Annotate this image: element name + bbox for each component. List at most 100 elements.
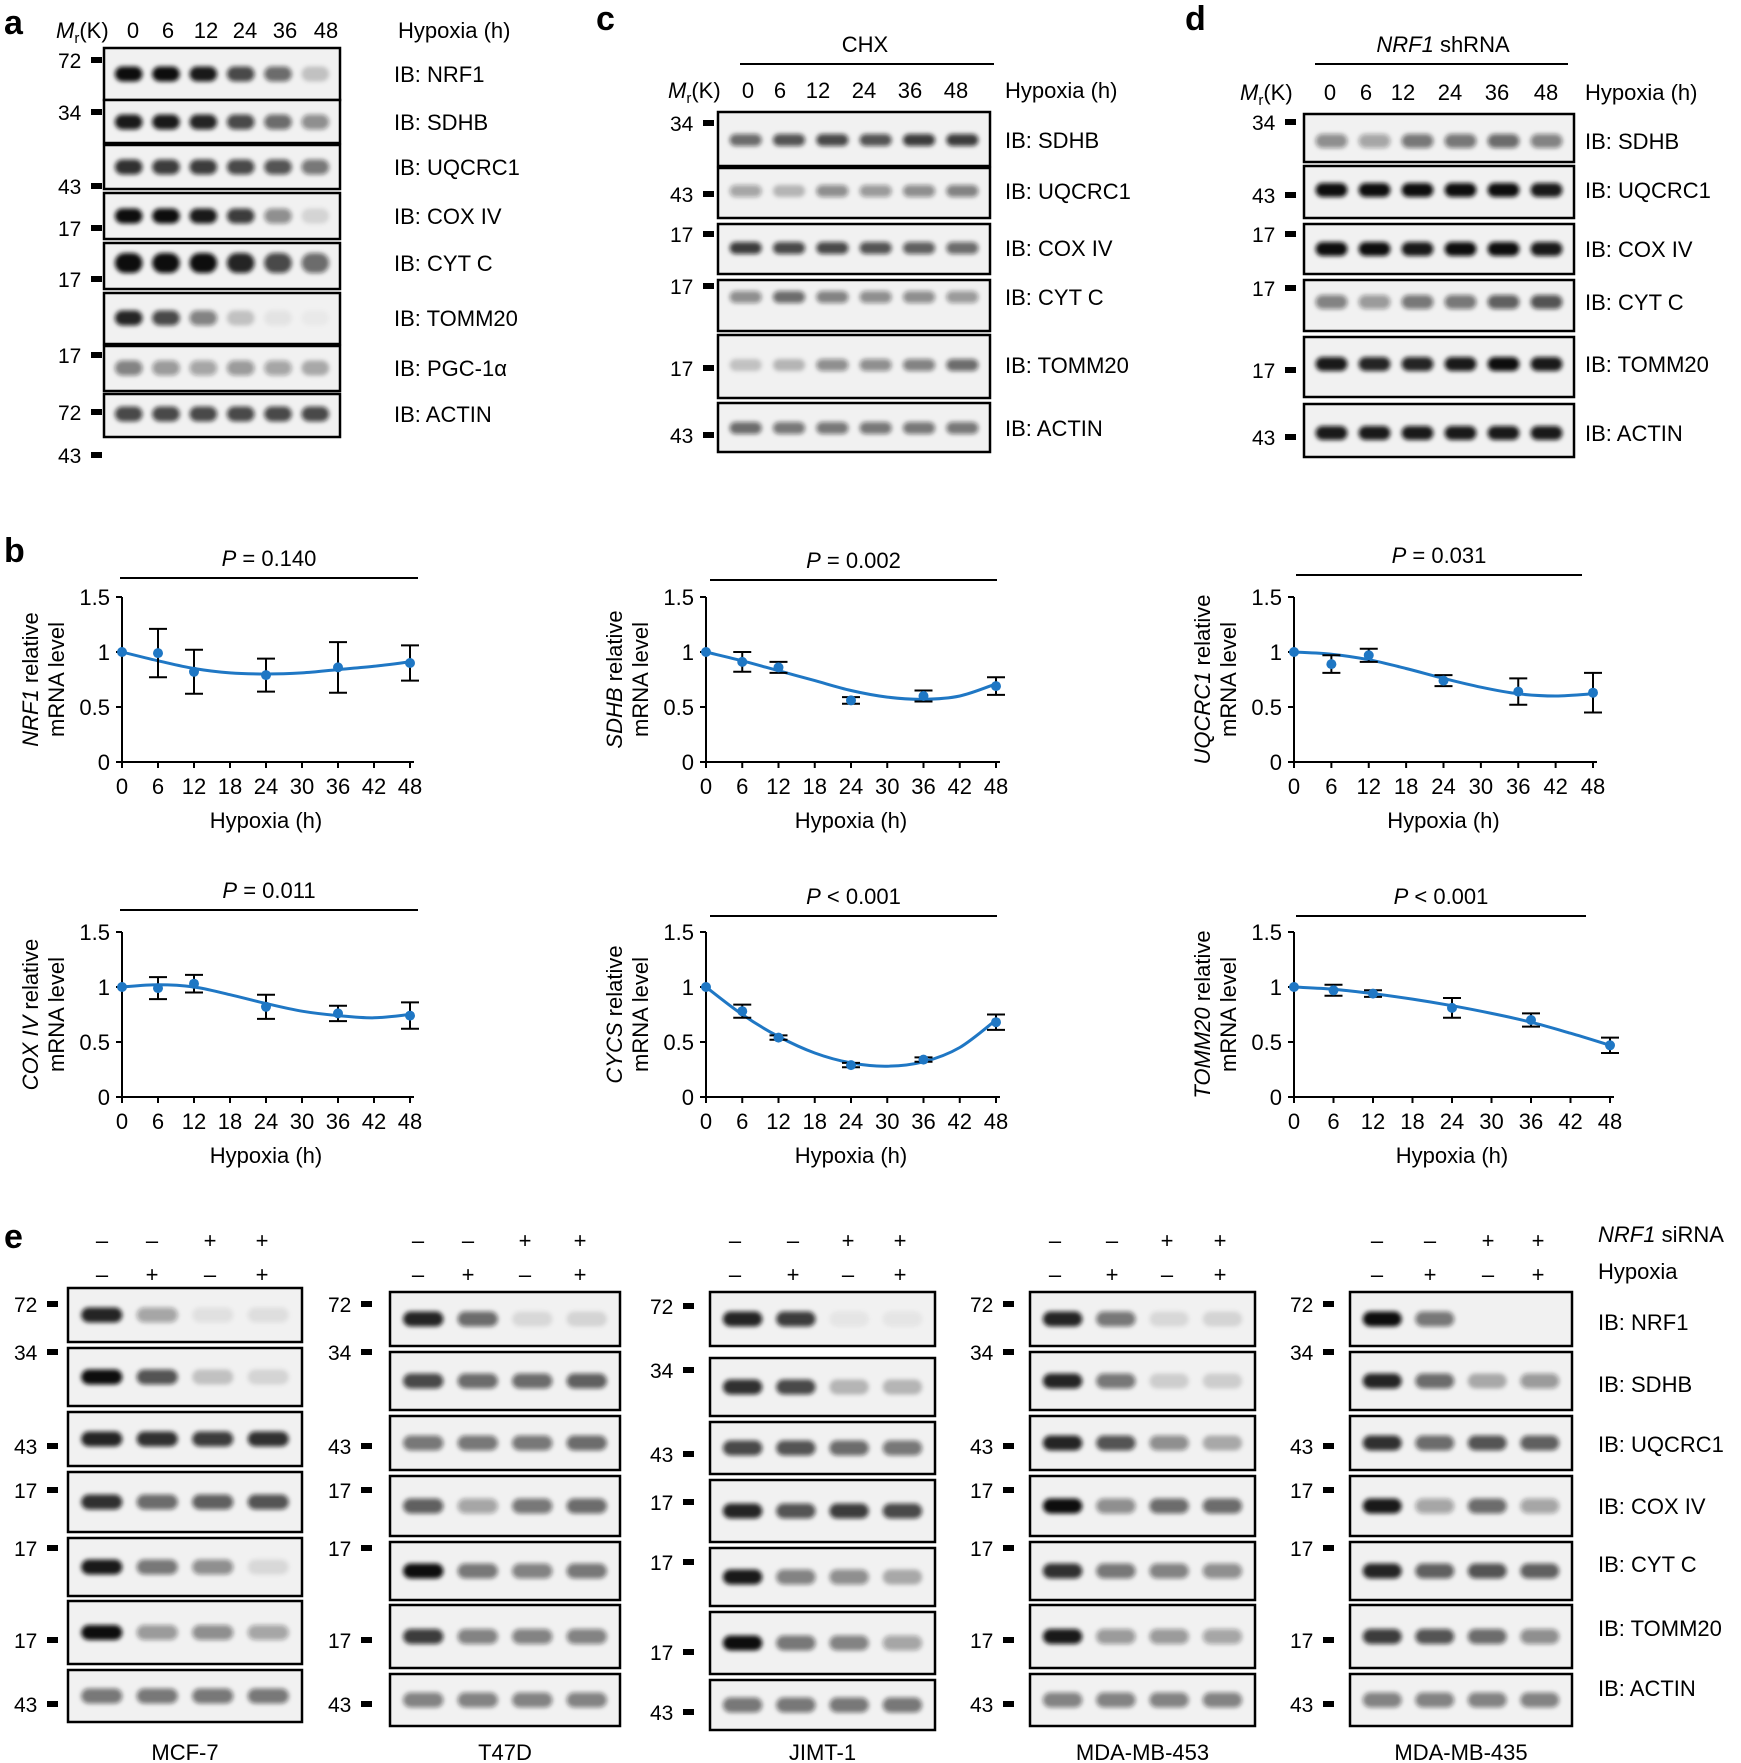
blot-band bbox=[1415, 1498, 1455, 1514]
blot-band bbox=[226, 253, 255, 273]
blot-row-a: 72 IB: PGC-1α bbox=[58, 344, 507, 425]
ib-label: IB: ACTIN bbox=[1585, 421, 1683, 446]
mw-marker: 17 bbox=[328, 1538, 351, 1561]
y-tick-label: 1 bbox=[1270, 975, 1282, 1000]
blot-band bbox=[81, 1559, 123, 1575]
data-point bbox=[1363, 650, 1374, 661]
x-tick-label: 36 bbox=[911, 774, 935, 799]
cell-line-label: JIMT-1 bbox=[789, 1740, 856, 1763]
x-tick-label: 18 bbox=[803, 774, 827, 799]
blot-band bbox=[903, 242, 936, 254]
blot-band bbox=[882, 1635, 923, 1651]
blot-band bbox=[882, 1697, 923, 1713]
y-tick-label: 0.5 bbox=[1251, 1030, 1282, 1055]
panel-letter-e: e bbox=[4, 1218, 23, 1256]
blot-band bbox=[946, 291, 979, 303]
blot-frame bbox=[716, 166, 992, 220]
blot-band bbox=[1096, 1498, 1136, 1514]
cell-line-label: MCF-7 bbox=[151, 1740, 218, 1763]
blot-band bbox=[1401, 134, 1434, 148]
data-point bbox=[1326, 659, 1337, 670]
blot-band bbox=[301, 66, 330, 82]
p-text: = 0.002 bbox=[821, 548, 901, 573]
blot-band bbox=[264, 159, 292, 175]
blot-band bbox=[192, 1494, 234, 1510]
blot-band bbox=[226, 208, 255, 224]
data-point bbox=[737, 656, 748, 667]
blot-frame bbox=[1302, 402, 1576, 459]
blot-band bbox=[301, 159, 330, 175]
hypoxia-sign: + bbox=[787, 1262, 800, 1287]
mw-tick bbox=[1285, 119, 1296, 125]
ib-label: IB: TOMM20 bbox=[394, 306, 518, 331]
cell-line-group: – – + + – + – +72 34 43 17 17 17 43 JIMT-1 bbox=[650, 1228, 937, 1763]
blot-band bbox=[512, 1373, 553, 1389]
sirna-sign: – bbox=[146, 1228, 159, 1253]
x-tick-label: 30 bbox=[1479, 1109, 1503, 1134]
blot-band bbox=[152, 310, 180, 326]
data-point bbox=[1289, 982, 1299, 992]
blot-row-a: 34 IB: SDHB bbox=[58, 98, 488, 145]
y-label-gene: CYCS bbox=[602, 1022, 627, 1083]
mw-marker: 17 bbox=[1290, 1630, 1313, 1653]
mw-marker: 72 bbox=[58, 402, 81, 425]
ib-label: IB: COX IV bbox=[394, 204, 502, 229]
blot-band bbox=[1530, 134, 1563, 148]
mw-marker: 17 bbox=[14, 1480, 37, 1503]
blot-row-a: 43 IB: UQCRC1 bbox=[58, 143, 520, 199]
data-point bbox=[333, 1008, 343, 1019]
blot-band bbox=[457, 1498, 498, 1514]
x-tick-label: 6 bbox=[1327, 1109, 1339, 1134]
data-point bbox=[991, 1017, 1001, 1028]
blot-band bbox=[1096, 1435, 1136, 1451]
cell-line-label: MDA-MB-453 bbox=[1076, 1740, 1209, 1763]
blot-band bbox=[1487, 183, 1520, 197]
mw-tick bbox=[91, 276, 102, 282]
blot-frame bbox=[102, 46, 342, 102]
data-point bbox=[117, 982, 127, 992]
x-tick-label: 30 bbox=[875, 1109, 899, 1134]
panel-c-western-blot: CHX Mr(K) 0 6 12 24 36 48 Hypoxia (h) 34 IB: S… bbox=[668, 32, 1131, 454]
x-tick-label: 48 bbox=[1581, 774, 1605, 799]
blot-band bbox=[403, 1435, 444, 1451]
mw-marker: 34 bbox=[650, 1360, 674, 1383]
y-label-rest: relative bbox=[602, 945, 627, 1022]
sirna-sign: + bbox=[1214, 1228, 1227, 1253]
sirna-sign: – bbox=[1049, 1228, 1062, 1253]
mw-marker: 34 bbox=[670, 113, 694, 136]
blot-band bbox=[1096, 1311, 1136, 1327]
blot-band bbox=[1042, 1498, 1083, 1514]
mw-tick bbox=[47, 1637, 58, 1643]
blot-band bbox=[1487, 242, 1520, 256]
blot-band bbox=[816, 242, 849, 254]
blot-band bbox=[776, 1440, 816, 1456]
blot-row-c: 43 IB: ACTIN bbox=[670, 401, 1103, 454]
blot-band bbox=[1467, 1629, 1507, 1644]
blot-band bbox=[81, 1688, 123, 1704]
blot-band bbox=[152, 114, 180, 130]
mw-marker: 17 bbox=[650, 1642, 673, 1665]
data-point bbox=[189, 666, 199, 677]
blot-band bbox=[114, 159, 143, 175]
mw-marker: 34 bbox=[1252, 112, 1276, 135]
blot-band bbox=[882, 1569, 923, 1585]
blot-band bbox=[226, 406, 255, 422]
x-tick-label: 42 bbox=[1558, 1109, 1582, 1134]
blot-band bbox=[136, 1559, 178, 1575]
y-tick-label: 0 bbox=[98, 750, 110, 775]
p-value: P < 0.001 bbox=[1394, 884, 1489, 909]
blot-band bbox=[247, 1431, 289, 1447]
blot-band bbox=[1149, 1373, 1189, 1389]
mw-marker: 17 bbox=[58, 345, 81, 368]
mw-tick bbox=[1003, 1637, 1014, 1643]
sirna-header: NRF1 siRNA bbox=[1598, 1222, 1724, 1247]
blot-band bbox=[566, 1311, 607, 1327]
mw-tick bbox=[361, 1487, 372, 1493]
ib-label: IB: UQCRC1 bbox=[394, 155, 520, 180]
blot-band bbox=[247, 1369, 289, 1385]
x-axis-label: Hypoxia (h) bbox=[210, 808, 322, 833]
blot-band bbox=[1444, 183, 1477, 197]
blot-band bbox=[1149, 1435, 1189, 1451]
